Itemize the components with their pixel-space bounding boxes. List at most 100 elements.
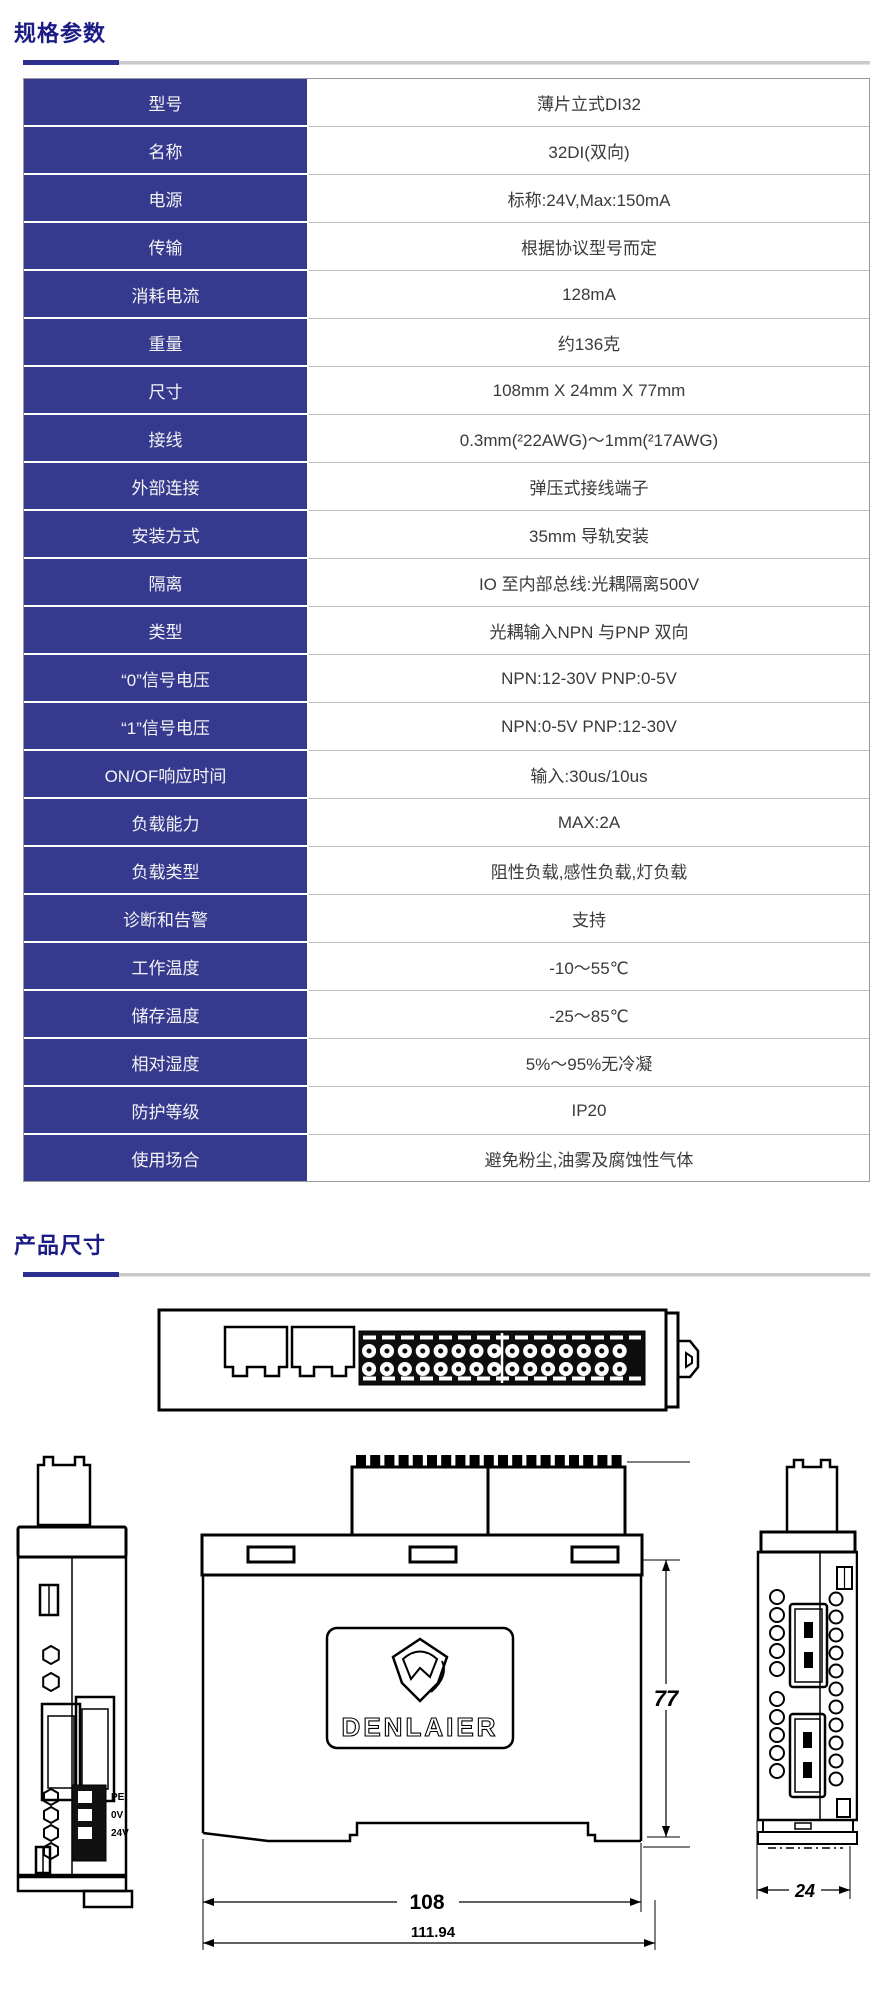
dim-height-body: 77 (643, 1559, 680, 1838)
spec-label: 接线 (24, 415, 309, 463)
divider-accent (23, 60, 119, 65)
table-row: 外部连接 弹压式接线端子 (24, 463, 869, 511)
table-row: 隔离 IO 至内部总线:光耦隔离500V (24, 559, 869, 607)
table-row: 型号 薄片立式DI32 (24, 79, 869, 127)
din-base (757, 1819, 858, 1849)
spec-value: 108mm X 24mm X 77mm (309, 367, 869, 415)
table-row: 类型 光耦输入NPN 与PNP 双向 (24, 607, 869, 655)
spec-label: 相对湿度 (24, 1039, 309, 1087)
power-terminal-block (71, 1784, 107, 1862)
section-title-dimensions: 产品尺寸 (14, 1233, 107, 1258)
terminal-label-0v: 0V (111, 1810, 124, 1821)
spec-value: NPN:0-5V PNP:12-30V (309, 703, 869, 751)
rj45-jack (223, 1325, 356, 1378)
dim-width-total: 111.94 (203, 1900, 656, 1950)
spec-value: IP20 (309, 1087, 869, 1135)
table-row: 电源 标称:24V,Max:150mA (24, 175, 869, 223)
terminal-label-pe: PE (111, 1792, 125, 1803)
section-title-specs: 规格参数 (14, 21, 107, 46)
table-row: 名称 32DI(双向) (24, 127, 869, 175)
dim-108-label: 108 (409, 1891, 444, 1914)
table-row: 尺寸 108mm X 24mm X 77mm (24, 367, 869, 415)
right-view-drawing: 24 (756, 1458, 858, 1901)
table-row: 负载能力 MAX:2A (24, 799, 869, 847)
divider-line (119, 1272, 870, 1277)
table-row: “0”信号电压 NPN:12-30V PNP:0-5V (24, 655, 869, 703)
dim-111-94-label: 111.94 (411, 1924, 456, 1941)
spec-value: 标称:24V,Max:150mA (309, 175, 869, 223)
spec-value: MAX:2A (309, 799, 869, 847)
section-divider (23, 1272, 870, 1277)
din-foot (82, 1889, 134, 1909)
spec-label: “1”信号电压 (24, 703, 309, 751)
spec-label: 使用场合 (24, 1135, 309, 1181)
din-clip (664, 1311, 700, 1409)
spec-label: 负载类型 (24, 847, 309, 895)
terminal-label-24v: 24V (111, 1828, 129, 1839)
spec-label: 防护等级 (24, 1087, 309, 1135)
spec-table-wrapper: 型号 薄片立式DI32 名称 32DI(双向) 电源 标称:24V,Max:150mA… (23, 78, 870, 1182)
spec-value: 薄片立式DI32 (309, 79, 869, 127)
spec-value: 0.3mm(²22AWG)～1mm(²17AWG) (309, 415, 869, 463)
spec-label: 重量 (24, 319, 309, 367)
spec-label: ON/OF响应时间 (24, 751, 309, 799)
spec-label: 电源 (24, 175, 309, 223)
dim-height-total: 92.73 (627, 1461, 690, 1848)
din-rail-notch (202, 1821, 641, 1843)
dim-depth: 24 (756, 1820, 851, 1901)
spec-label: 类型 (24, 607, 309, 655)
spec-value: 约136克 (309, 319, 869, 367)
table-row: 安装方式 35mm 导轨安装 (24, 511, 869, 559)
spec-label: 工作温度 (24, 943, 309, 991)
terminal-strip (358, 1330, 646, 1386)
drawings-canvas: PE 0V 24V (0, 1277, 891, 2007)
table-row: 消耗电流 128mA (24, 271, 869, 319)
table-row: 相对湿度 5%～95%无冷凝 (24, 1039, 869, 1087)
table-row: 负载类型 阻性负载,感性负载,灯负载 (24, 847, 869, 895)
spec-value: 弹压式接线端子 (309, 463, 869, 511)
spec-value: 光耦输入NPN 与PNP 双向 (309, 607, 869, 655)
spec-table: 型号 薄片立式DI32 名称 32DI(双向) 电源 标称:24V,Max:150mA… (24, 79, 869, 1181)
spec-value: 支持 (309, 895, 869, 943)
spec-label: 诊断和告警 (24, 895, 309, 943)
spec-label: 传输 (24, 223, 309, 271)
dim-77-label: 77 (654, 1686, 680, 1711)
spec-label: 负载能力 (24, 799, 309, 847)
top-view-drawing (157, 1308, 700, 1412)
spec-value: IO 至内部总线:光耦隔离500V (309, 559, 869, 607)
table-row: 传输 根据协议型号而定 (24, 223, 869, 271)
spec-value: 128mA (309, 271, 869, 319)
table-row: 重量 约136克 (24, 319, 869, 367)
section-divider (23, 60, 870, 65)
brand-plate: DENLAIER (325, 1626, 515, 1750)
led-column-left (769, 1589, 785, 1779)
bus-connector (36, 1455, 92, 1527)
spec-value: -25～85℃ (309, 991, 869, 1039)
brand-logo-icon (391, 1637, 449, 1703)
brand-name: DENLAIER (342, 1712, 499, 1742)
io-socket (788, 1602, 829, 1799)
table-row: 工作温度 -10～55℃ (24, 943, 869, 991)
spec-label: 隔离 (24, 559, 309, 607)
bus-connector (785, 1458, 839, 1534)
spec-value: 5%～95%无冷凝 (309, 1039, 869, 1087)
spec-label: 尺寸 (24, 367, 309, 415)
table-row: 使用场合 避免粉尘,油雾及腐蚀性气体 (24, 1135, 869, 1181)
spec-label: 型号 (24, 79, 309, 127)
spec-value: 避免粉尘,油雾及腐蚀性气体 (309, 1135, 869, 1181)
spec-value: 根据协议型号而定 (309, 223, 869, 271)
spec-label: 安装方式 (24, 511, 309, 559)
spec-value: NPN:12-30V PNP:0-5V (309, 655, 869, 703)
spec-label: 消耗电流 (24, 271, 309, 319)
led-column-right (828, 1591, 844, 1787)
left-view-drawing: PE 0V 24V (16, 1455, 134, 1909)
divider-line (119, 60, 870, 65)
spec-label: 外部连接 (24, 463, 309, 511)
spec-value: 输入:30us/10us (309, 751, 869, 799)
table-row: 诊断和告警 支持 (24, 895, 869, 943)
table-row: 储存温度 -25～85℃ (24, 991, 869, 1039)
front-view-drawing: DENLAIER 77 92.73 (200, 1455, 690, 1950)
spec-value: 35mm 导轨安装 (309, 511, 869, 559)
spec-label: 储存温度 (24, 991, 309, 1039)
